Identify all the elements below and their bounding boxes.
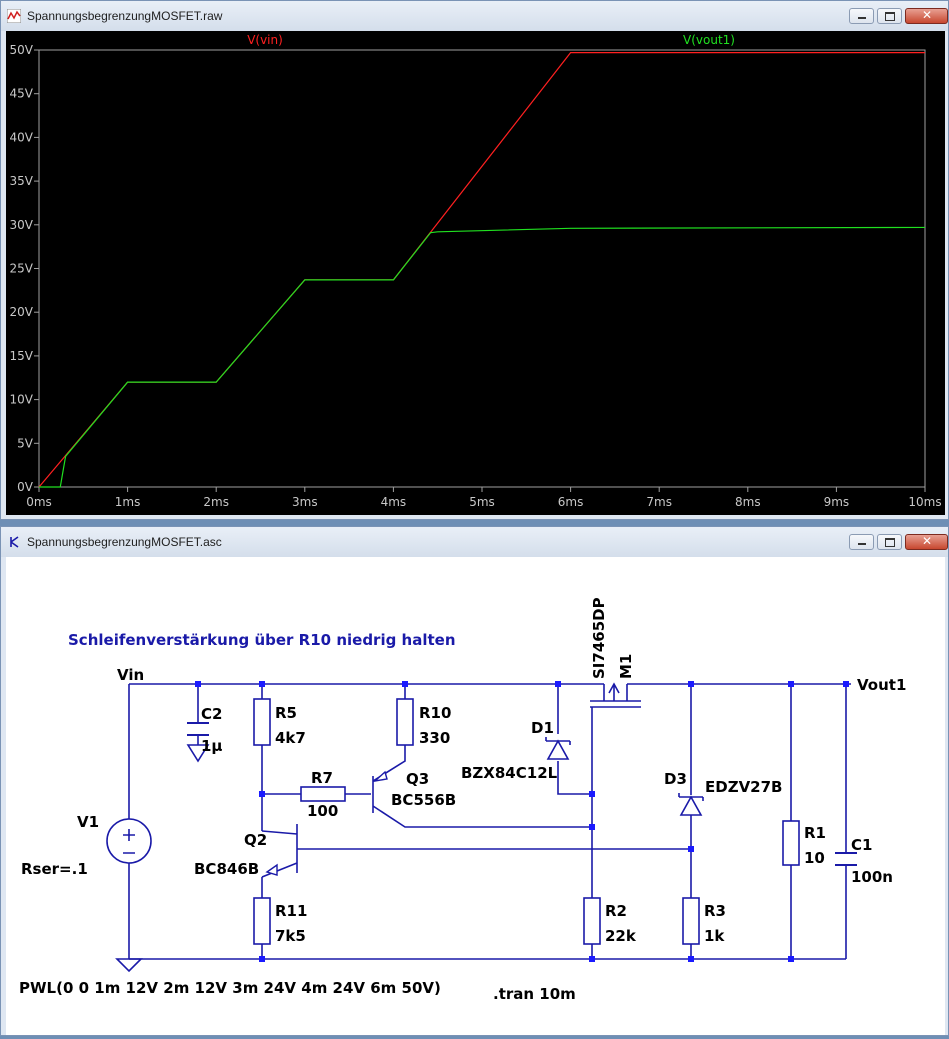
y-tick-label: 5V [17, 436, 34, 450]
waveform-plot-area[interactable]: 0ms 1ms 2ms 3ms 4ms 5ms 6ms 7ms 8ms 9ms 10ms 0V 5V 10… [6, 31, 945, 515]
pwl-spec: PWL(0 0 1m 12V 2m 12V 3m 24V 4m 24V 6m 5… [19, 979, 441, 997]
waveform-window: SpannungsbegrenzungMOSFET.raw ✕ 0ms 1ms 2m… [0, 0, 949, 520]
r7-ref: R7 [311, 769, 333, 787]
q3-ref: Q3 [406, 770, 429, 788]
r5-ref: R5 [275, 704, 297, 722]
maximize-button[interactable] [877, 534, 902, 550]
y-tick-label: 40V [10, 130, 34, 144]
r7-value: 100 [307, 802, 338, 820]
c2-ref: C2 [201, 705, 222, 723]
y-tick-label: 50V [10, 43, 34, 57]
minimize-icon [858, 17, 866, 19]
wires [115, 682, 851, 973]
maximize-icon [885, 538, 895, 547]
d3-value: EDZV27B [705, 778, 783, 796]
x-tick-label: 3ms [292, 495, 318, 509]
diodes [545, 737, 704, 816]
schematic[interactable]: Schleifenverstärkung über R10 niedrig ha… [6, 557, 945, 1035]
d3-ref: D3 [664, 770, 687, 788]
r1-ref: R1 [804, 824, 826, 842]
waveform-window-title: SpannungsbegrenzungMOSFET.raw [27, 9, 223, 23]
m1-ref: M1 [617, 654, 635, 679]
r3-value: 1k [704, 927, 725, 945]
capacitors [187, 722, 857, 866]
d1-ref: D1 [531, 719, 554, 737]
r2-value: 22k [605, 927, 637, 945]
c2-value: 1µ [201, 737, 222, 755]
c1-ref: C1 [851, 836, 872, 854]
y-tick-label: 20V [10, 305, 34, 319]
comment-text: Schleifenverstärkung über R10 niedrig ha… [68, 631, 456, 649]
maximize-icon [885, 12, 895, 21]
x-tick-label: 4ms [381, 495, 407, 509]
close-button[interactable]: ✕ [905, 534, 948, 550]
resistors [253, 698, 800, 945]
legend-entry: V(vin) [247, 33, 283, 47]
y-tick-label: 0V [17, 480, 34, 494]
schematic-window-title: SpannungsbegrenzungMOSFET.asc [27, 535, 222, 549]
close-icon: ✕ [922, 534, 933, 548]
x-tick-label: 9ms [824, 495, 850, 509]
series-line-vvin [38, 52, 925, 488]
x-tick-label: 5ms [469, 495, 495, 509]
r10-ref: R10 [419, 704, 451, 722]
v1-param: Rser=.1 [21, 860, 88, 878]
close-icon: ✕ [922, 8, 933, 22]
y-tick-label: 30V [10, 218, 34, 232]
y-tick-label: 15V [10, 349, 34, 363]
r11-value: 7k5 [275, 927, 306, 945]
waveform-titlebar[interactable]: SpannungsbegrenzungMOSFET.raw ✕ [1, 1, 948, 31]
x-tick-label: 10ms [908, 495, 941, 509]
plot-frame [38, 49, 926, 488]
waveform-plot[interactable]: 0ms 1ms 2ms 3ms 4ms 5ms 6ms 7ms 8ms 9ms 10ms 0V 5V 10… [6, 31, 945, 515]
q2-value: BC846B [194, 860, 259, 878]
r1-value: 10 [804, 849, 825, 867]
r11-ref: R11 [275, 902, 307, 920]
schematic-titlebar[interactable]: SpannungsbegrenzungMOSFET.asc ✕ [1, 527, 948, 557]
legend-entry: V(vout1) [683, 33, 735, 47]
voltage-source-v1 [106, 818, 152, 864]
x-tick-label: 6ms [558, 495, 584, 509]
tran-directive: .tran 10m [493, 985, 576, 1003]
y-tick-label: 35V [10, 174, 34, 188]
net-vout: Vout1 [857, 676, 906, 694]
transistor-arrows [265, 770, 388, 876]
x-tick-label: 8ms [735, 495, 761, 509]
schematic-window: SpannungsbegrenzungMOSFET.asc ✕ [0, 526, 949, 1036]
series-line-vvout1 [39, 226, 926, 488]
v1-ref: V1 [77, 813, 99, 831]
d1-value: BZX84C12L [461, 764, 558, 782]
minimize-button[interactable] [849, 534, 874, 550]
waveform-app-icon [7, 9, 21, 23]
q3-value: BC556B [391, 791, 456, 809]
net-vin: Vin [117, 666, 144, 684]
minimize-button[interactable] [849, 8, 874, 24]
r2-ref: R2 [605, 902, 627, 920]
y-tick-label: 25V [10, 262, 34, 276]
r3-ref: R3 [704, 902, 726, 920]
y-tick-label: 10V [10, 393, 34, 407]
nodes [195, 681, 849, 962]
c1-value: 100n [851, 868, 893, 886]
x-tick-label: 0ms [26, 495, 52, 509]
r5-value: 4k7 [275, 729, 306, 747]
maximize-button[interactable] [877, 8, 902, 24]
labels: Schleifenverstärkung über R10 niedrig ha… [19, 597, 906, 1003]
x-tick-label: 2ms [203, 495, 229, 509]
q2-ref: Q2 [244, 831, 267, 849]
m1-value: SI7465DP [590, 597, 608, 679]
schematic-app-icon [10, 536, 19, 548]
schematic-canvas[interactable]: Schleifenverstärkung über R10 niedrig ha… [6, 557, 945, 1035]
y-tick-label: 45V [10, 87, 34, 101]
minimize-icon [858, 543, 866, 545]
x-tick-label: 7ms [646, 495, 672, 509]
x-tick-label: 1ms [115, 495, 141, 509]
close-button[interactable]: ✕ [905, 8, 948, 24]
r10-value: 330 [419, 729, 450, 747]
